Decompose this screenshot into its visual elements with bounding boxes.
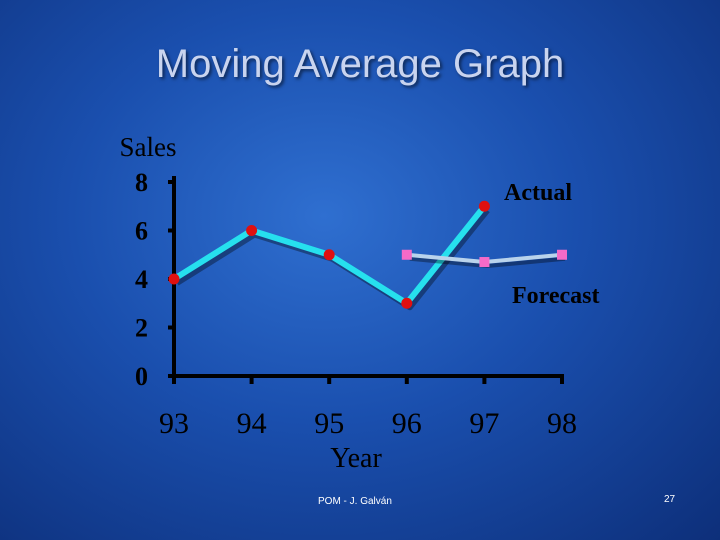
actual-point-94 (246, 225, 258, 236)
actual-point-95 (323, 249, 335, 261)
x-tick-label-97: 97 (469, 407, 499, 440)
x-tick-label-94: 94 (237, 407, 267, 440)
y-tick-label-2: 2 (135, 314, 148, 343)
y-tick-label-8: 8 (135, 168, 148, 197)
y-tick-label-0: 0 (135, 362, 148, 391)
actual-series-label: Actual (504, 180, 572, 206)
x-tick-label-96: 96 (392, 407, 422, 440)
chart-labels: 0 2 4 6 8 93 94 95 96 97 98 Sales Year Actual Forecast (120, 132, 600, 474)
actual-point-96 (401, 297, 413, 309)
page-number: 27 (664, 494, 676, 505)
actual-point-93 (168, 273, 180, 285)
x-axis-title: Year (330, 443, 382, 474)
y-axis-title: Sales (120, 132, 177, 162)
y-tick-label-4: 4 (135, 265, 148, 294)
x-tick-label-93: 93 (159, 407, 189, 440)
forecast-point-97 (479, 257, 490, 268)
x-tick-label-95: 95 (314, 407, 344, 440)
y-tick-label-6: 6 (135, 217, 148, 246)
slide-footer: POM - J. Galván (318, 496, 392, 507)
chart-series (168, 200, 567, 311)
actual-point-97 (478, 200, 490, 212)
chart-axes (168, 176, 564, 384)
x-tick-label-98: 98 (547, 407, 577, 440)
forecast-point-96 (401, 249, 412, 260)
forecast-point-98 (557, 249, 567, 260)
forecast-series-label: Forecast (512, 283, 600, 309)
slide-title: Moving Average Graph (155, 42, 565, 86)
